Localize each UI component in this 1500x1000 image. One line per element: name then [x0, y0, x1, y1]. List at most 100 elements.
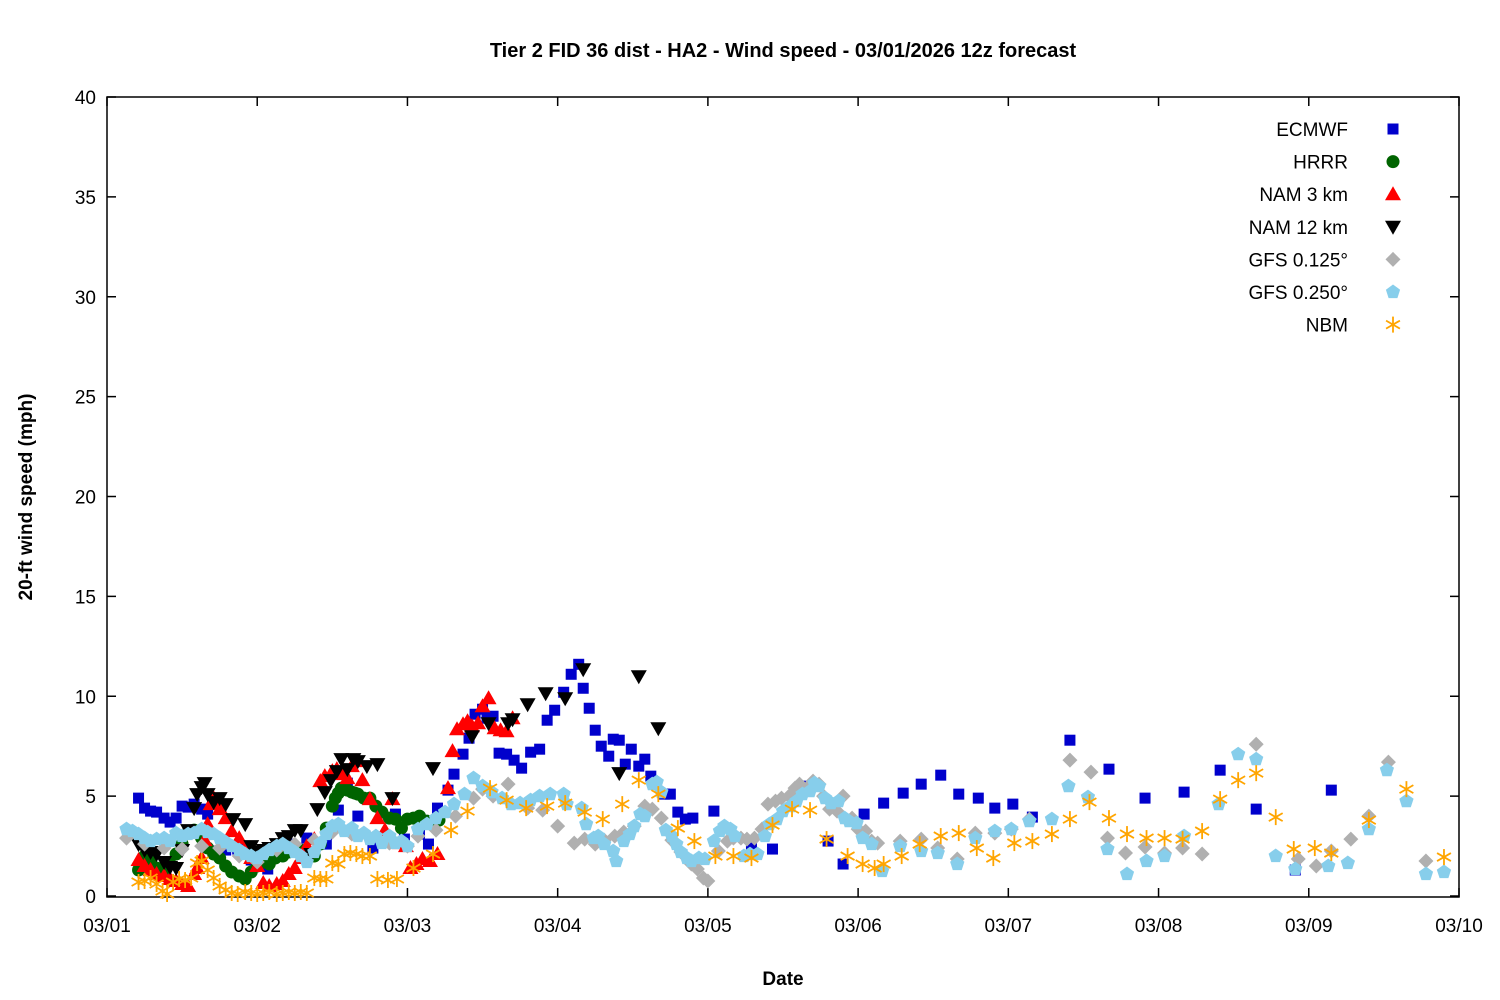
- nbm-marker: [855, 856, 870, 873]
- ecmwf-marker: [196, 803, 208, 815]
- ecmwf-marker: [158, 812, 170, 824]
- nbm-marker: [1119, 826, 1135, 843]
- nam12km-marker: [611, 767, 628, 782]
- ecmwf-marker: [687, 812, 699, 824]
- gfs0250-marker: [484, 784, 499, 799]
- ecmwf-marker: [1139, 792, 1151, 804]
- ecmwf-marker: [837, 858, 849, 870]
- gfs0125-marker: [1343, 831, 1359, 847]
- gfs0250-marker: [556, 786, 571, 801]
- nam12km-marker: [309, 803, 326, 818]
- legend-label: GFS 0.125°: [1249, 250, 1348, 271]
- nbm-marker: [1248, 765, 1264, 782]
- nbm-marker: [159, 886, 175, 903]
- nbm-marker: [1323, 845, 1339, 862]
- ecmwf-marker: [1007, 798, 1019, 810]
- gfs0250-marker: [697, 851, 712, 866]
- x-tick-label: 03/10: [1435, 916, 1483, 937]
- x-tick-label: 03/08: [1135, 916, 1183, 937]
- nbm-marker: [499, 792, 514, 809]
- nam12km-marker: [537, 687, 554, 702]
- nbm-marker: [299, 885, 315, 902]
- nam12km-marker: [196, 777, 213, 792]
- nam3km-marker: [498, 723, 515, 738]
- ecmwf-marker: [422, 838, 434, 850]
- gfs0125-marker: [1308, 858, 1324, 874]
- gfs0125-marker: [1083, 764, 1099, 780]
- nam3km-marker: [180, 878, 197, 893]
- nbm-marker: [1101, 810, 1117, 827]
- legend-item-nam3km: NAM 3 km: [1259, 185, 1401, 206]
- y-tick-label: 5: [85, 787, 96, 808]
- ecmwf-marker: [202, 808, 214, 820]
- nbm-marker: [686, 833, 702, 850]
- nbm-marker: [1361, 812, 1377, 829]
- nbm-marker: [876, 856, 892, 873]
- nam3km-marker: [440, 780, 457, 795]
- ecmwf-marker: [565, 668, 577, 680]
- nam3km-marker: [474, 698, 491, 713]
- gfs0125-marker: [1194, 846, 1210, 862]
- nbm-marker: [840, 848, 855, 865]
- nbm-marker: [443, 822, 459, 839]
- x-tick-label: 03/01: [83, 916, 131, 937]
- ecmwf-marker: [664, 788, 676, 800]
- nbm-marker: [1082, 794, 1097, 811]
- ecmwf-marker: [613, 734, 625, 746]
- ecmwf-marker: [501, 748, 513, 760]
- ecmwf-marker: [603, 750, 615, 762]
- nbm-marker: [595, 811, 611, 828]
- nam12km-marker: [322, 774, 339, 789]
- gfs0250-marker: [1157, 848, 1172, 863]
- ecmwf-marker: [525, 746, 537, 758]
- ecmwf-marker: [1214, 764, 1226, 776]
- ecmwf-marker: [534, 743, 546, 755]
- gfs0250-marker: [811, 778, 827, 793]
- ecmwf-marker: [633, 760, 645, 772]
- nbm-marker: [143, 870, 158, 887]
- ecmwf-marker: [431, 802, 443, 814]
- gfs0250-marker: [831, 793, 846, 808]
- x-tick-label: 03/07: [985, 916, 1033, 937]
- ecmwf-marker: [139, 802, 151, 814]
- legend-nam3km-marker: [1385, 186, 1401, 201]
- nbm-marker: [1286, 841, 1302, 858]
- gfs0125-marker: [1062, 752, 1078, 768]
- gfs0250-marker: [864, 836, 879, 851]
- x-tick-label: 03/06: [834, 916, 882, 937]
- ecmwf-marker: [493, 747, 505, 759]
- chart-title: Tier 2 FID 36 dist - HA2 - Wind speed - …: [490, 40, 1077, 62]
- gfs0250-marker: [930, 845, 945, 860]
- nam12km-marker: [217, 798, 234, 813]
- gfs0250-marker: [1231, 746, 1246, 761]
- y-axis-label: 20-ft wind speed (mph): [16, 394, 37, 601]
- nbm-marker: [1006, 835, 1022, 852]
- nam12km-marker: [384, 792, 401, 807]
- ecmwf-marker: [645, 770, 657, 782]
- nam3km-marker: [211, 801, 228, 816]
- nam12km-marker: [349, 755, 366, 770]
- nbm-marker: [985, 850, 1001, 867]
- nam3km-marker: [369, 810, 386, 825]
- gfs0250-marker: [950, 856, 965, 871]
- gfs0250-marker: [1061, 778, 1076, 793]
- ecmwf-marker: [332, 804, 344, 816]
- series-nam3km: [130, 690, 521, 893]
- nbm-marker: [362, 848, 378, 865]
- ecmwf-marker: [935, 769, 947, 781]
- y-tick-label: 20: [75, 488, 96, 509]
- gfs0125-marker: [1099, 830, 1115, 846]
- legend-item-nam12km: NAM 12 km: [1249, 218, 1401, 239]
- ecmwf-marker: [549, 704, 561, 716]
- ecmwf-marker: [625, 743, 637, 755]
- legend-nbm-marker: [1385, 316, 1401, 333]
- nbm-marker: [1139, 830, 1154, 847]
- gfs0250-marker: [606, 843, 621, 858]
- nam12km-marker: [480, 717, 497, 732]
- gfs0250-marker: [893, 838, 908, 853]
- nam12km-marker: [519, 698, 536, 713]
- gfs0250-marker: [1022, 813, 1037, 828]
- ecmwf-marker: [583, 702, 595, 714]
- legend-gfs0250-marker: [1385, 284, 1401, 299]
- ecmwf-marker: [595, 740, 607, 752]
